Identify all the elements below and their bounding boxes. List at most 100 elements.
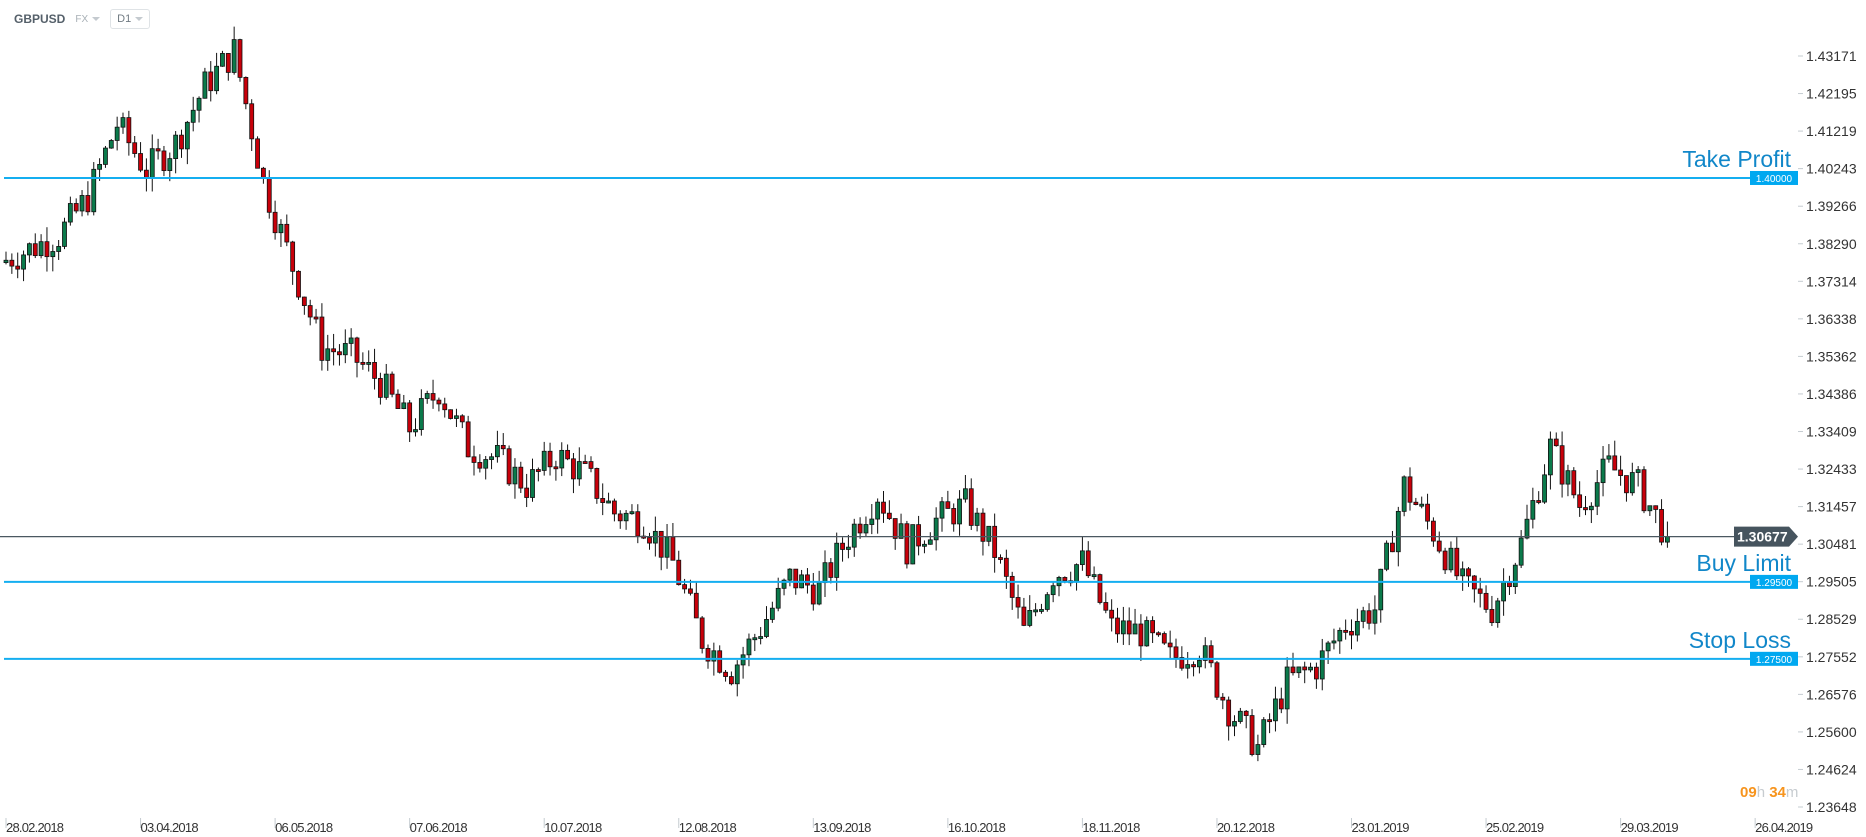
candle-bearish — [1214, 662, 1220, 698]
candle-bullish — [606, 500, 611, 504]
candle-bullish — [1635, 469, 1641, 473]
candle-bearish — [1436, 540, 1442, 552]
candle-bearish — [571, 458, 576, 480]
candle-bearish — [15, 265, 21, 270]
candle-bullish — [3, 259, 9, 264]
chart-header: GBPUSD FX D1 — [14, 9, 151, 29]
candle-bearish — [9, 259, 15, 267]
candle-bullish — [957, 498, 962, 525]
y-axis-label: 1.23648 — [1806, 799, 1857, 815]
level-name-label: Take Profit — [1682, 146, 1791, 172]
level-price-label: 1.40000 — [1756, 174, 1793, 185]
candle-bullish — [1120, 620, 1126, 635]
candle-bullish — [1594, 482, 1600, 507]
candle-bearish — [1454, 547, 1460, 577]
candle-bearish — [535, 469, 541, 472]
candle-bullish — [1588, 505, 1594, 511]
candle-bearish — [916, 524, 921, 547]
candle-bullish — [1232, 721, 1237, 727]
candle-bearish — [968, 488, 974, 526]
candle-bullish — [1460, 568, 1466, 577]
level-price-label: 1.29500 — [1756, 578, 1793, 589]
candle-bullish — [623, 512, 629, 522]
candle-bearish — [658, 530, 664, 558]
symbol-label: GBPUSD — [14, 12, 66, 26]
chevron-down-icon — [92, 17, 101, 21]
candle-bullish — [184, 121, 190, 150]
candle-bullish — [1296, 666, 1302, 674]
candle-bearish — [1249, 715, 1255, 755]
y-axis-label: 1.25600 — [1806, 724, 1857, 740]
candle-bullish — [1033, 609, 1038, 613]
candle-bullish — [752, 637, 758, 641]
candle-bearish — [1413, 501, 1419, 506]
candle-bearish — [225, 53, 231, 73]
y-axis-label: 1.37314 — [1806, 273, 1857, 289]
market-label: FX — [75, 13, 89, 25]
candle-bearish — [670, 536, 676, 561]
candle-bearish — [132, 142, 138, 154]
candle-bearish — [992, 525, 998, 558]
candle-bullish — [483, 459, 489, 469]
candle-bullish — [50, 251, 56, 258]
candle-bearish — [500, 444, 506, 450]
candle-bullish — [1185, 664, 1191, 669]
candle-bearish — [945, 501, 951, 509]
candle-bearish — [1009, 575, 1015, 598]
candle-bearish — [290, 241, 296, 272]
y-axis-label: 1.34386 — [1806, 386, 1857, 402]
candle-bullish — [764, 619, 769, 637]
x-axis-label: 06.05.2018 — [275, 820, 333, 835]
candle-bullish — [1501, 581, 1506, 602]
candle-bullish — [863, 524, 869, 534]
candle-bearish — [155, 148, 161, 152]
candle-bullish — [1197, 660, 1202, 668]
candle-bullish — [1039, 609, 1044, 612]
candle-bearish — [307, 305, 313, 318]
candle-bullish — [1091, 574, 1097, 578]
candle-bullish — [816, 582, 822, 605]
x-axis-label: 03.04.2018 — [141, 820, 199, 835]
candle-bearish — [1062, 577, 1068, 582]
candle-bullish — [869, 518, 875, 525]
chevron-down-icon — [135, 17, 144, 21]
candle-bearish — [331, 348, 337, 353]
candle-bullish — [62, 221, 67, 247]
candle-bullish — [846, 546, 851, 550]
candle-bearish — [1156, 632, 1161, 636]
current-price-label: 1.30677 — [1737, 529, 1788, 545]
candle-bearish — [693, 592, 699, 619]
candle-bearish — [1167, 642, 1173, 648]
candle-bearish — [1466, 568, 1471, 577]
candle-bearish — [1314, 666, 1319, 680]
candle-bearish — [360, 361, 366, 365]
candle-bearish — [44, 241, 50, 258]
candle-bullish — [1308, 666, 1313, 671]
candle-bearish — [1161, 633, 1167, 644]
candle-bullish — [1337, 629, 1343, 642]
candle-bearish — [272, 211, 278, 234]
candle-bullish — [1144, 620, 1150, 647]
candle-bullish — [746, 638, 752, 656]
candle-bullish — [454, 415, 459, 419]
candle-bearish — [717, 650, 723, 673]
candle-bearish — [1489, 608, 1495, 624]
candle-bullish — [26, 243, 32, 256]
candle-bearish — [319, 316, 325, 361]
candle-bearish — [1097, 574, 1103, 603]
candle-bullish — [220, 53, 225, 67]
candle-bullish — [1360, 610, 1366, 622]
candle-bearish — [904, 523, 910, 565]
candle-bearish — [705, 648, 711, 662]
candle-bullish — [167, 158, 173, 172]
x-axis-label: 28.02.2018 — [6, 820, 64, 835]
candle-bullish — [986, 525, 992, 542]
candle-bullish — [1354, 620, 1360, 636]
timeframe-dropdown[interactable]: D1 — [110, 9, 151, 29]
candle-bearish — [1015, 597, 1021, 608]
candle-bullish — [1530, 500, 1536, 520]
candle-bearish — [465, 421, 471, 458]
market-dropdown[interactable]: FX — [75, 13, 101, 25]
current-price-badge — [1734, 526, 1798, 547]
